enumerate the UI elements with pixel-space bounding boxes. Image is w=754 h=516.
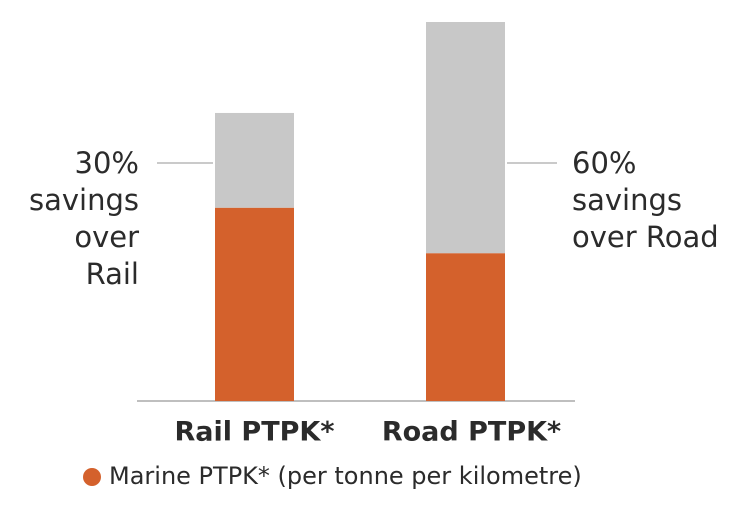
annotation: 60% [572,146,636,180]
legend-marker [83,468,101,486]
bar-segment [215,207,294,401]
bar-segment [426,253,505,401]
annotation: over [74,220,139,254]
category-label: Road PTPK* [382,417,561,448]
annotation: savings [572,183,682,217]
category-label: Rail PTPK* [175,417,335,448]
annotation: Rail [86,257,139,291]
annotation: 30% [75,146,139,180]
legend-label: Marine PTPK* (per tonne per kilometre) [109,462,582,490]
bar-segment [215,112,294,208]
annotation: savings [29,183,139,217]
annotation: over Road [572,220,719,254]
bar-segment [426,22,505,254]
